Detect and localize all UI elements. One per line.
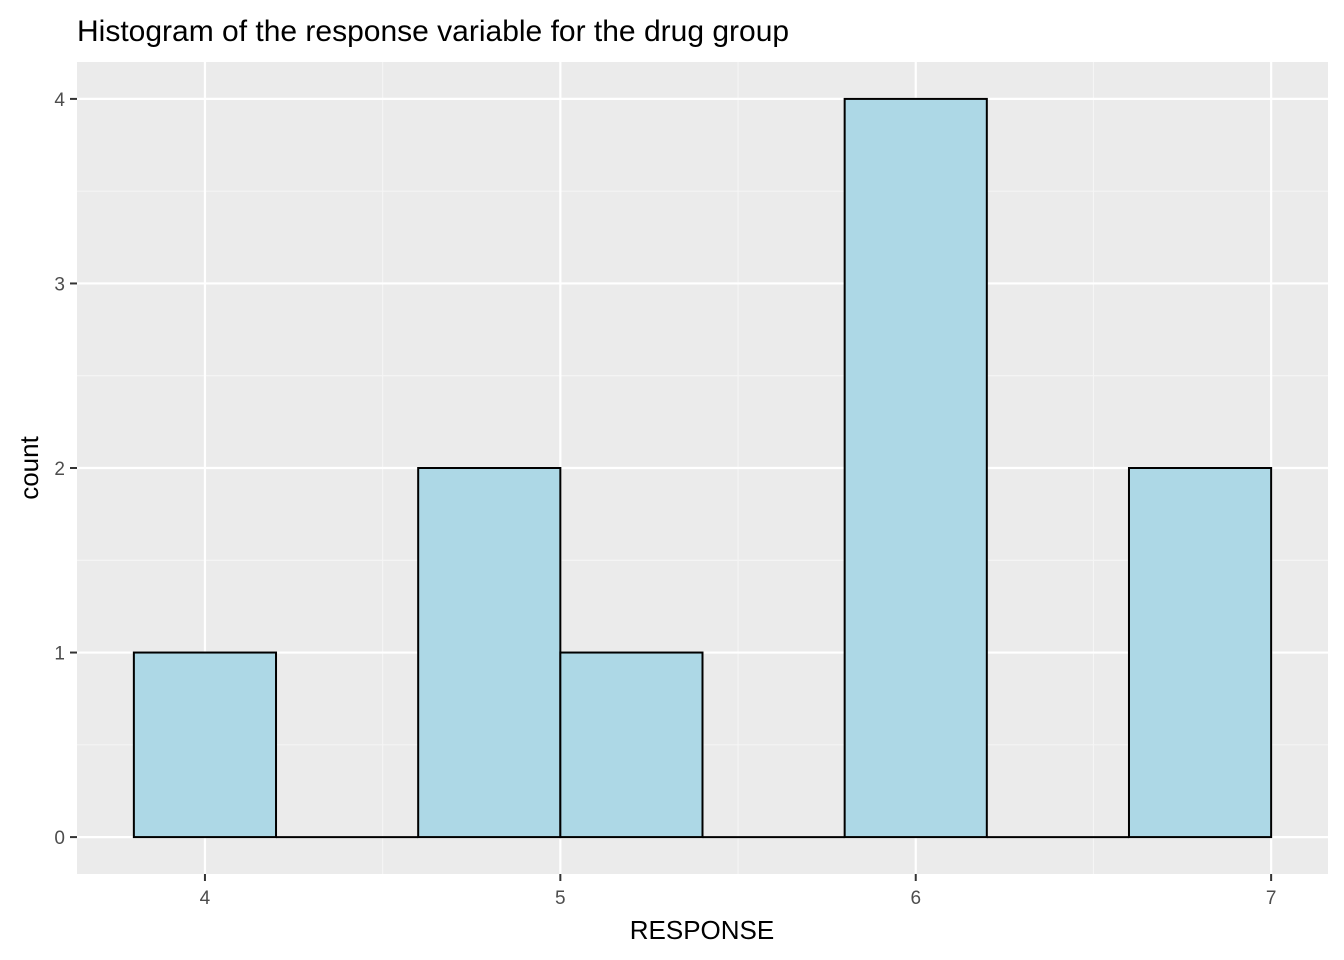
y-tick-label: 0 — [54, 828, 65, 849]
y-tick-label: 1 — [54, 644, 65, 665]
histogram-bar — [132, 651, 278, 839]
histogram-bar — [417, 467, 562, 839]
x-tick-label: 4 — [200, 888, 211, 909]
y-tick-label: 2 — [54, 459, 65, 480]
histogram-bar — [1127, 467, 1273, 839]
x-tick-label: 5 — [555, 888, 566, 909]
y-axis: 0 1 2 3 4 — [54, 90, 77, 849]
x-axis-label: RESPONSE — [630, 915, 775, 945]
y-axis-label: count — [14, 435, 44, 499]
x-tick-label: 6 — [910, 888, 921, 909]
chart-title: Histogram of the response variable for t… — [77, 15, 789, 48]
y-tick-label: 4 — [54, 90, 65, 111]
y-tick-label: 3 — [54, 274, 65, 295]
x-axis: 4 5 6 7 — [200, 874, 1277, 909]
x-tick-label: 7 — [1266, 888, 1277, 909]
histogram-bar — [559, 651, 704, 839]
histogram-bars — [132, 97, 1273, 839]
histogram-bar — [843, 97, 988, 839]
